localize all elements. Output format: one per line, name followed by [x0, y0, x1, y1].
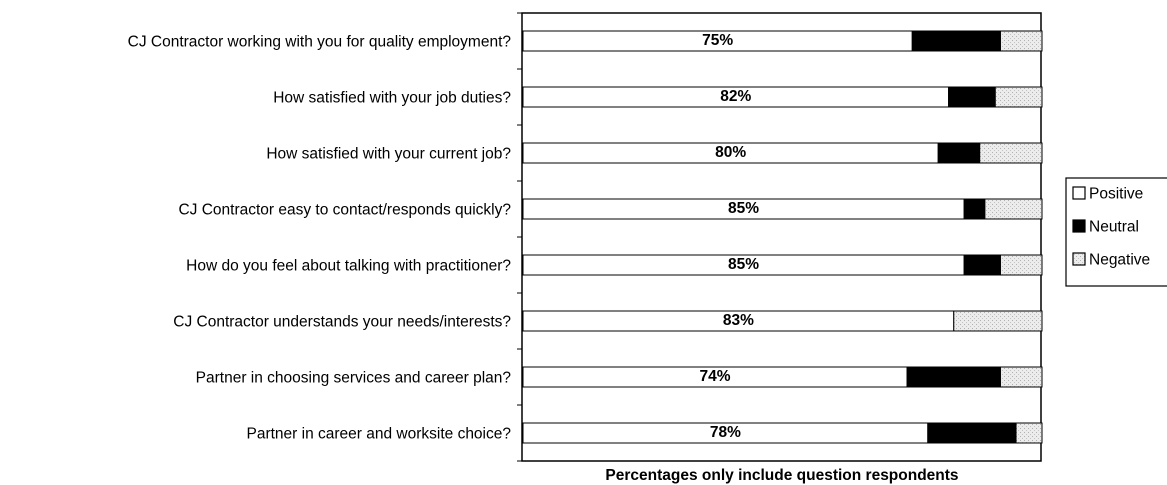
category-label: CJ Contractor understands your needs/int… — [173, 314, 511, 331]
category-label: CJ Contractor easy to contact/responds q… — [178, 202, 511, 219]
legend-label-negative: Negative — [1089, 252, 1150, 269]
bar-neutral-2 — [948, 86, 996, 108]
category-label: How do you feel about talking with pract… — [186, 258, 511, 275]
bar-neutral-3 — [937, 142, 981, 164]
bar-negative-5 — [999, 254, 1043, 276]
bar-neutral-7 — [906, 366, 1001, 388]
data-label: 85% — [728, 200, 759, 217]
data-label: 75% — [702, 32, 733, 49]
category-label: CJ Contractor working with you for quali… — [128, 34, 512, 51]
bar-negative-8 — [1015, 422, 1043, 444]
category-label: How satisfied with your job duties? — [273, 90, 511, 107]
category-label: How satisfied with your current job? — [266, 146, 511, 163]
data-label: 85% — [728, 256, 759, 273]
bar-negative-2 — [994, 86, 1043, 108]
plot-area-frame — [521, 12, 1042, 462]
data-label: 80% — [715, 144, 746, 161]
data-label: 82% — [720, 88, 751, 105]
bar-negative-6 — [953, 310, 1043, 332]
bar-neutral-5 — [963, 254, 1001, 276]
legend-swatch-neutral — [1072, 219, 1086, 233]
bar-negative-7 — [999, 366, 1043, 388]
bar-negative-1 — [999, 30, 1043, 52]
category-label: Partner in career and worksite choice? — [247, 426, 512, 443]
legend: Positive Neutral Negative — [1065, 177, 1167, 287]
legend-swatch-negative — [1072, 252, 1086, 266]
legend-swatch-positive — [1072, 186, 1086, 200]
bar-neutral-8 — [927, 422, 1017, 444]
data-label: 78% — [710, 424, 741, 441]
bar-negative-3 — [979, 142, 1043, 164]
bar-negative-4 — [984, 198, 1043, 220]
chart-note: Percentages only include question respon… — [605, 467, 958, 484]
bar-neutral-1 — [911, 30, 1001, 52]
bar-neutral-4 — [963, 198, 986, 220]
data-label: 83% — [723, 312, 754, 329]
legend-label-positive: Positive — [1089, 186, 1143, 203]
legend-label-neutral: Neutral — [1089, 219, 1139, 236]
data-label: 74% — [700, 368, 731, 385]
category-label: Partner in choosing services and career … — [196, 370, 512, 387]
